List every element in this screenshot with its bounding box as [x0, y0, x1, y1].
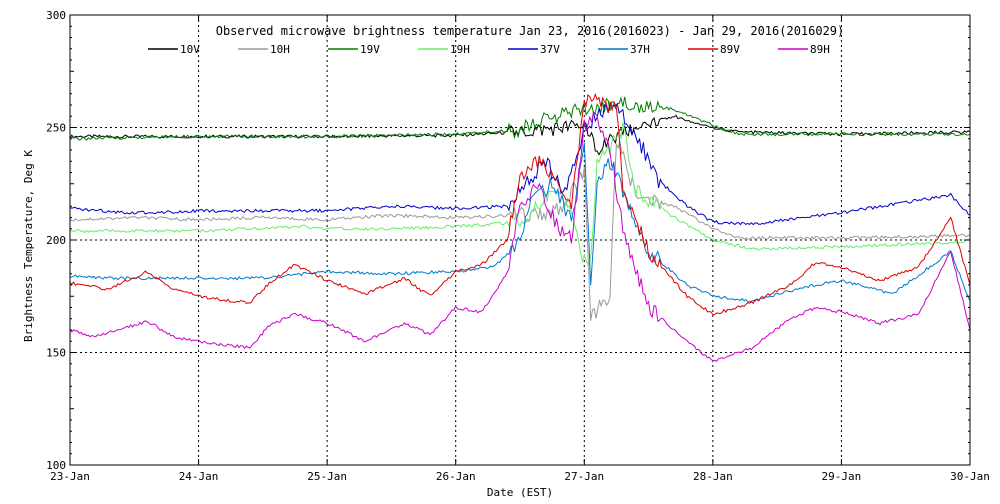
- x-tick-label-2: 25-Jan: [307, 470, 347, 483]
- series-line-10V: [69, 114, 971, 156]
- y-axis: 100 150 200 250 300: [46, 9, 970, 472]
- x-tick-label-6: 29-Jan: [822, 470, 862, 483]
- y-tick-label-4: 300: [46, 9, 66, 22]
- legend-label-19H: 19H: [450, 43, 470, 56]
- x-tick-label-7: 30-Jan: [950, 470, 990, 483]
- x-tick-label-3: 26-Jan: [436, 470, 476, 483]
- series-line-19V: [70, 96, 971, 141]
- x-tick-label-0: 23-Jan: [50, 470, 90, 483]
- y-axis-label: Brightness Temperature, Deg K: [22, 150, 35, 342]
- legend-label-89H: 89H: [810, 43, 830, 56]
- legend-label-37V: 37V: [540, 43, 560, 56]
- legend: 10V 10H 19V 19H 37V 37H 89V 89H: [148, 43, 830, 56]
- y-tick-label-1: 150: [46, 347, 66, 360]
- series-line-37H: [69, 142, 971, 303]
- chart-title: Observed microwave brightness temperatur…: [216, 24, 845, 38]
- y-tick-label-3: 250: [46, 122, 66, 135]
- x-tick-label-4: 27-Jan: [564, 470, 604, 483]
- series-line-10H: [69, 141, 971, 321]
- legend-label-89V: 89V: [720, 43, 740, 56]
- legend-label-10H: 10H: [270, 43, 290, 56]
- legend-label-19V: 19V: [360, 43, 380, 56]
- series-line-89H: [69, 112, 971, 362]
- series-group: [69, 92, 971, 362]
- legend-label-10V: 10V: [180, 43, 200, 56]
- grid-lines: [70, 15, 970, 465]
- y-tick-label-0: 100: [46, 459, 66, 472]
- x-axis: 23-Jan 24-Jan 25-Jan 26-Jan 27-Jan 28-Jan 29-J…: [50, 15, 990, 483]
- x-axis-label: Date (EST): [487, 486, 553, 499]
- x-tick-label-5: 28-Jan: [693, 470, 733, 483]
- series-line-19H: [69, 122, 971, 269]
- x-tick-label-1: 24-Jan: [179, 470, 219, 483]
- legend-label-37H: 37H: [630, 43, 650, 56]
- y-tick-label-2: 200: [46, 234, 66, 247]
- series-line-89V: [69, 92, 971, 316]
- series-line-37V: [69, 103, 971, 226]
